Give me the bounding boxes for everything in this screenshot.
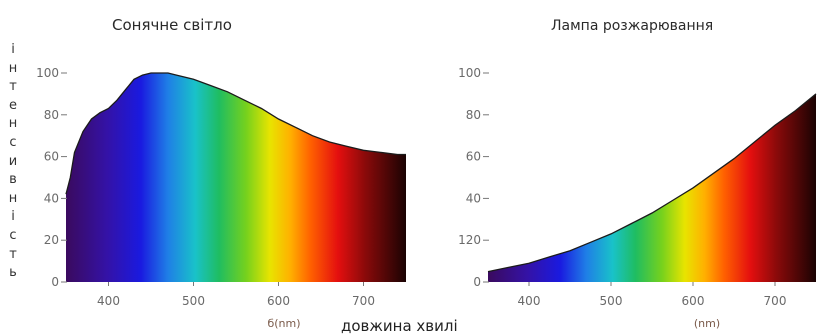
shared-x-axis-label: довжина хвилі	[341, 317, 458, 335]
right-chart-title: Лампа розжарювання	[551, 18, 714, 34]
chart-sunlight: 0 20 40 60 80 100 400 500 600 700 б(nm)	[36, 66, 406, 330]
y-tick-label: 0	[51, 275, 59, 289]
x-tick-label: 700	[764, 294, 787, 308]
y-axis-label-letter: с	[9, 228, 17, 243]
x-tick-label: 400	[518, 294, 541, 308]
left-chart-title: Сонячне світло	[112, 16, 232, 34]
x-tick-label: 600	[682, 294, 705, 308]
y-axis-label-letter: в	[9, 172, 17, 188]
y-axis-label-letter: н	[8, 60, 18, 76]
y-tick-label: 80	[44, 108, 59, 122]
x-axis-unit-label: (nm)	[694, 317, 720, 330]
spectrum-area	[66, 73, 406, 282]
y-tick-label: 60	[44, 150, 59, 164]
y-axis-label-letter: е	[9, 97, 17, 113]
spectrum-curve	[65, 72, 406, 195]
y-axis-label-letter: и	[8, 153, 18, 169]
y-tick-label: 60	[466, 150, 481, 164]
spectrum-curve	[487, 93, 817, 273]
y-axis-label-letter: н	[8, 116, 18, 132]
y-tick-label: 100	[458, 66, 481, 80]
x-tick-label: 700	[352, 294, 375, 308]
chart-incandescent: 0 120 40 60 80 100 400 500 600 700 (nm)	[458, 66, 817, 330]
y-axis-label-letter: т	[9, 246, 17, 262]
y-axis-label-letter: ь	[9, 265, 17, 281]
y-axis-label-letter: і	[11, 209, 15, 225]
y-tick-label: 120	[458, 233, 481, 247]
x-tick-label: 400	[97, 294, 120, 308]
y-tick-label: 100	[36, 66, 59, 80]
x-tick-label: 500	[182, 294, 205, 308]
y-tick-label: 40	[466, 191, 481, 205]
y-axis-label-letter: с	[9, 135, 17, 150]
y-tick-label: 80	[466, 108, 481, 122]
y-axis-label-letter: т	[9, 79, 17, 95]
y-axis-label-letter: і	[11, 42, 15, 57]
x-tick-label: 500	[600, 294, 623, 308]
y-tick-label: 0	[473, 275, 481, 289]
x-tick-label: 600	[267, 294, 290, 308]
y-axis-label-letter: н	[8, 190, 18, 206]
x-axis-unit-label: б(nm)	[267, 317, 300, 330]
y-tick-label: 40	[44, 191, 59, 205]
y-tick-label: 20	[44, 233, 59, 247]
spectrum-area	[488, 93, 816, 283]
